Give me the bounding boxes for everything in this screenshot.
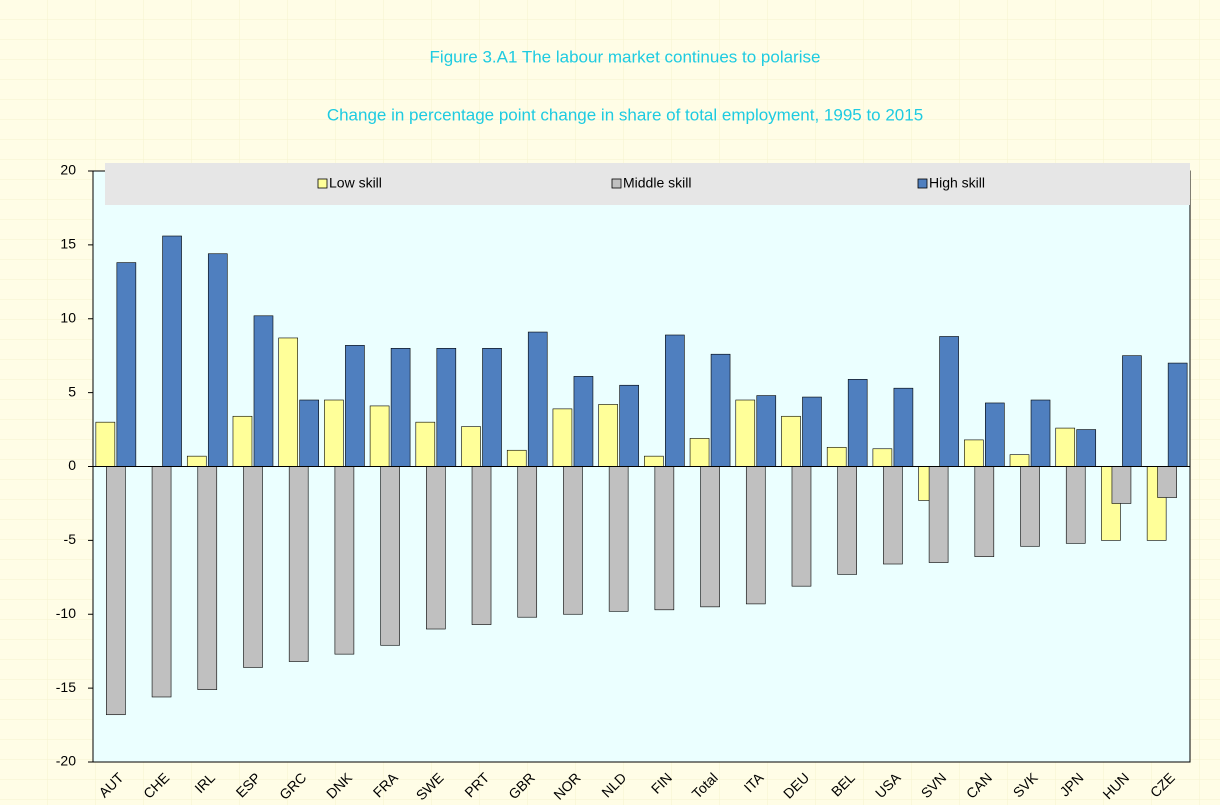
bar: [116, 262, 137, 467]
bar: [872, 448, 893, 467]
bar: [1076, 429, 1097, 467]
y-tick-label: 10: [60, 309, 76, 325]
bar: [1055, 427, 1076, 467]
bar: [735, 399, 756, 467]
bar: [1030, 399, 1051, 467]
bar: [1009, 454, 1030, 467]
y-tick-label: 5: [68, 383, 76, 399]
bar: [1020, 466, 1040, 547]
bar: [324, 399, 344, 467]
bar: [527, 331, 548, 467]
bar: [369, 405, 390, 467]
bar: [883, 466, 903, 565]
bar: [253, 315, 274, 467]
y-tick-label: -15: [56, 679, 76, 695]
bar: [847, 379, 868, 467]
bar: [1065, 466, 1086, 544]
legend-label: Middle skill: [623, 175, 691, 191]
bar: [552, 408, 573, 467]
bar: [665, 334, 685, 467]
bar: [197, 466, 218, 690]
bar: [186, 455, 207, 467]
bar: [791, 466, 812, 587]
bar: [826, 446, 847, 467]
bar: [288, 466, 309, 662]
bar: [1111, 466, 1132, 504]
bar: [654, 466, 675, 611]
legend-label: Low skill: [329, 175, 382, 191]
y-tick-label: -5: [64, 531, 77, 547]
bar: [939, 336, 959, 467]
bar: [345, 345, 365, 467]
bar: [243, 466, 263, 668]
bar: [563, 466, 583, 615]
bar: [619, 384, 639, 467]
bar: [837, 466, 857, 575]
chart-subtitle: Change in percentage point change in sha…: [327, 105, 923, 124]
legend-swatch: [917, 178, 928, 189]
bar: [106, 466, 126, 716]
bar: [893, 387, 914, 467]
bar: [1157, 466, 1177, 498]
bar: [802, 396, 822, 467]
bar: [334, 466, 355, 655]
bar: [415, 421, 436, 467]
bar: [461, 426, 481, 467]
y-tick-label: 20: [60, 162, 76, 178]
bar: [299, 399, 319, 467]
chart-title: Figure 3.A1 The labour market continues …: [430, 47, 821, 66]
y-tick-label: 15: [60, 236, 76, 252]
legend-swatch: [611, 178, 622, 189]
bar: [756, 395, 777, 467]
bar: [162, 235, 182, 467]
y-tick-label: -10: [56, 605, 76, 621]
bar: [598, 404, 618, 467]
y-tick-label: -20: [56, 753, 76, 769]
legend-swatch: [317, 178, 328, 189]
bar: [151, 466, 172, 698]
bar: [964, 439, 984, 467]
bar: [426, 466, 446, 630]
bar: [710, 353, 731, 467]
bar: [207, 253, 228, 467]
bar: [985, 402, 1005, 467]
bar: [700, 466, 720, 608]
bar: [608, 466, 629, 612]
bar: [745, 466, 766, 605]
bar: [928, 466, 949, 563]
bar: [482, 347, 502, 467]
bar: [689, 438, 710, 467]
y-tick-label: 0: [68, 457, 76, 473]
bar: [436, 347, 457, 467]
bar: [781, 415, 801, 467]
bar: [644, 455, 664, 467]
bar: [278, 337, 298, 467]
bar: [95, 421, 116, 467]
bar: [1122, 355, 1142, 467]
bar: [390, 347, 411, 467]
bar: [517, 466, 538, 618]
bar: [380, 466, 400, 646]
legend-label: High skill: [929, 175, 985, 191]
bar: [506, 449, 527, 467]
bar: [1167, 362, 1188, 467]
bar: [232, 415, 253, 467]
bar: [974, 466, 995, 557]
bar: [573, 376, 594, 467]
bar: [471, 466, 492, 625]
legend-box: [105, 163, 1190, 205]
